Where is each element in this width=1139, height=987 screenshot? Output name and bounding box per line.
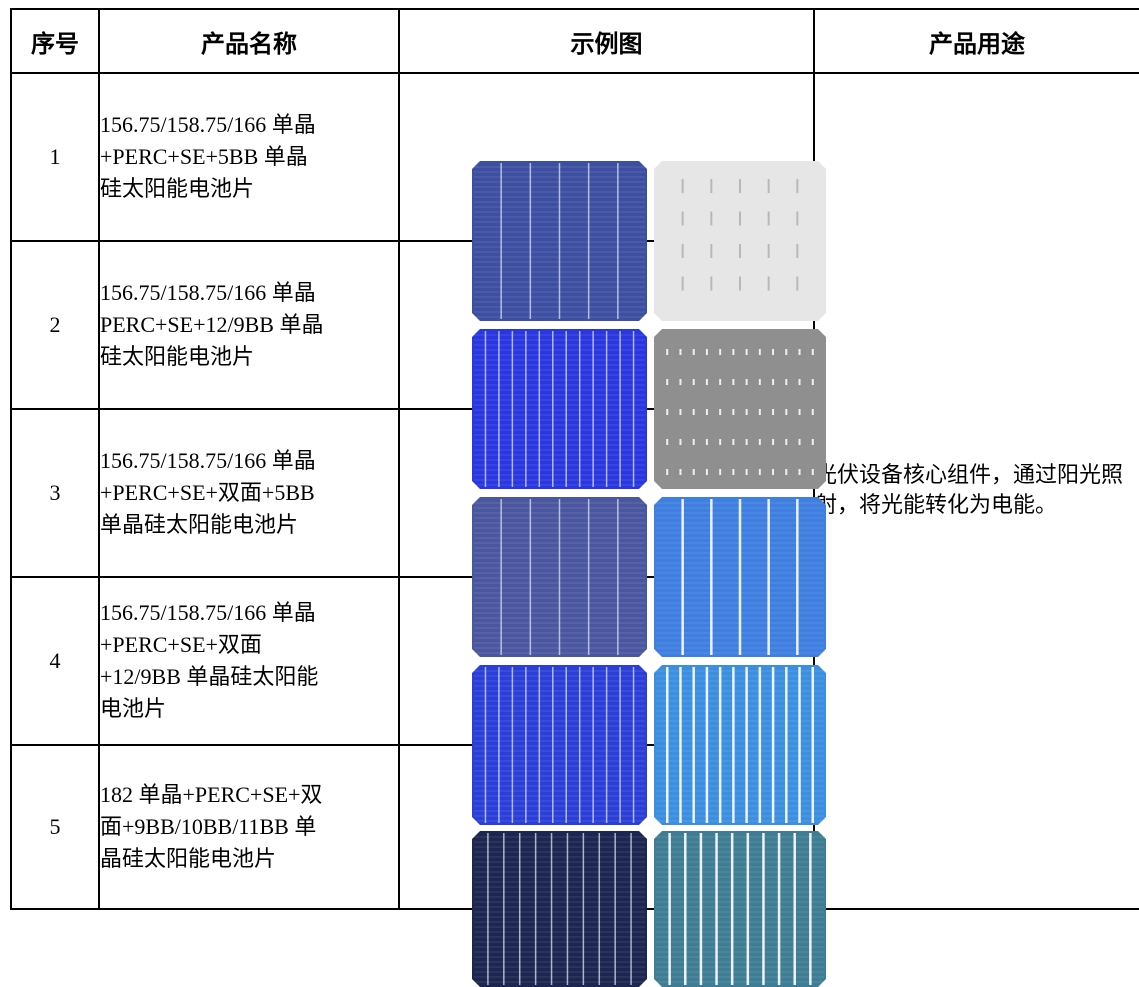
solar-cell-front-image xyxy=(472,497,647,657)
solar-cell-back-image xyxy=(654,161,826,321)
row-example-images xyxy=(398,576,826,825)
solar-cell-front-image xyxy=(472,161,647,321)
product-name-text: 156.75/158.75/166 单晶 +PERC+SE+5BB 单晶 硅太阳… xyxy=(100,112,316,201)
row-product-name: 182 单晶+PERC+SE+双 面+9BB/10BB/11BB 单 晶硅太阳能… xyxy=(98,744,400,910)
table-row: 1 156.75/158.75/166 单晶 +PERC+SE+5BB 单晶 硅… xyxy=(10,72,1139,910)
row-product-name: 156.75/158.75/166 单晶 PERC+SE+12/9BB 单晶 硅… xyxy=(98,240,400,410)
table-row: 5 182 单晶+PERC+SE+双 面+9BB/10BB/11BB 单 晶硅太… xyxy=(10,744,1139,987)
row-index: 3 xyxy=(10,408,100,578)
row-product-name: 156.75/158.75/166 单晶 +PERC+SE+5BB 单晶 硅太阳… xyxy=(98,72,400,242)
row-index: 1 xyxy=(10,72,100,242)
header-usage: 产品用途 xyxy=(813,8,1139,74)
header-index: 序号 xyxy=(10,8,100,74)
row-index: 2 xyxy=(10,240,100,410)
solar-cell-back-image xyxy=(654,665,826,825)
product-name-text: 156.75/158.75/166 单晶 +PERC+SE+双面 +12/9BB… xyxy=(100,600,319,721)
solar-cell-back-image xyxy=(654,329,826,489)
table-row: 4 156.75/158.75/166 单晶 +PERC+SE+双面 +12/9… xyxy=(10,576,1139,825)
solar-cell-back-image xyxy=(654,497,826,657)
solar-cell-back-image xyxy=(654,831,826,987)
header-name: 产品名称 xyxy=(98,8,400,74)
row-example-images xyxy=(398,72,826,321)
row-index: 5 xyxy=(10,744,100,910)
product-name-text: 182 单晶+PERC+SE+双 面+9BB/10BB/11BB 单 晶硅太阳能… xyxy=(100,782,323,871)
solar-cell-front-image xyxy=(472,665,647,825)
row-index: 4 xyxy=(10,576,100,746)
product-name-text: 156.75/158.75/166 单晶 PERC+SE+12/9BB 单晶 硅… xyxy=(100,280,324,369)
header-row: 序号 产品名称 示例图 产品用途 xyxy=(10,8,1139,74)
product-name-text: 156.75/158.75/166 单晶 +PERC+SE+双面+5BB 单晶硅… xyxy=(100,448,316,537)
product-table: 序号 产品名称 示例图 产品用途 1 156.75/158.75/166 单晶 … xyxy=(10,8,1139,987)
row-product-name: 156.75/158.75/166 单晶 +PERC+SE+双面+5BB 单晶硅… xyxy=(98,408,400,578)
usage-cell: 光伏设备核心组件，通过阳光照射，将光能转化为电能。 xyxy=(813,72,1139,910)
table-row: 3 156.75/158.75/166 单晶 +PERC+SE+双面+5BB 单… xyxy=(10,408,1139,657)
solar-cell-front-image xyxy=(472,831,647,987)
row-product-name: 156.75/158.75/166 单晶 +PERC+SE+双面 +12/9BB… xyxy=(98,576,400,746)
header-example: 示例图 xyxy=(398,8,815,74)
row-example-images xyxy=(398,408,826,657)
solar-cell-front-image xyxy=(472,329,647,489)
